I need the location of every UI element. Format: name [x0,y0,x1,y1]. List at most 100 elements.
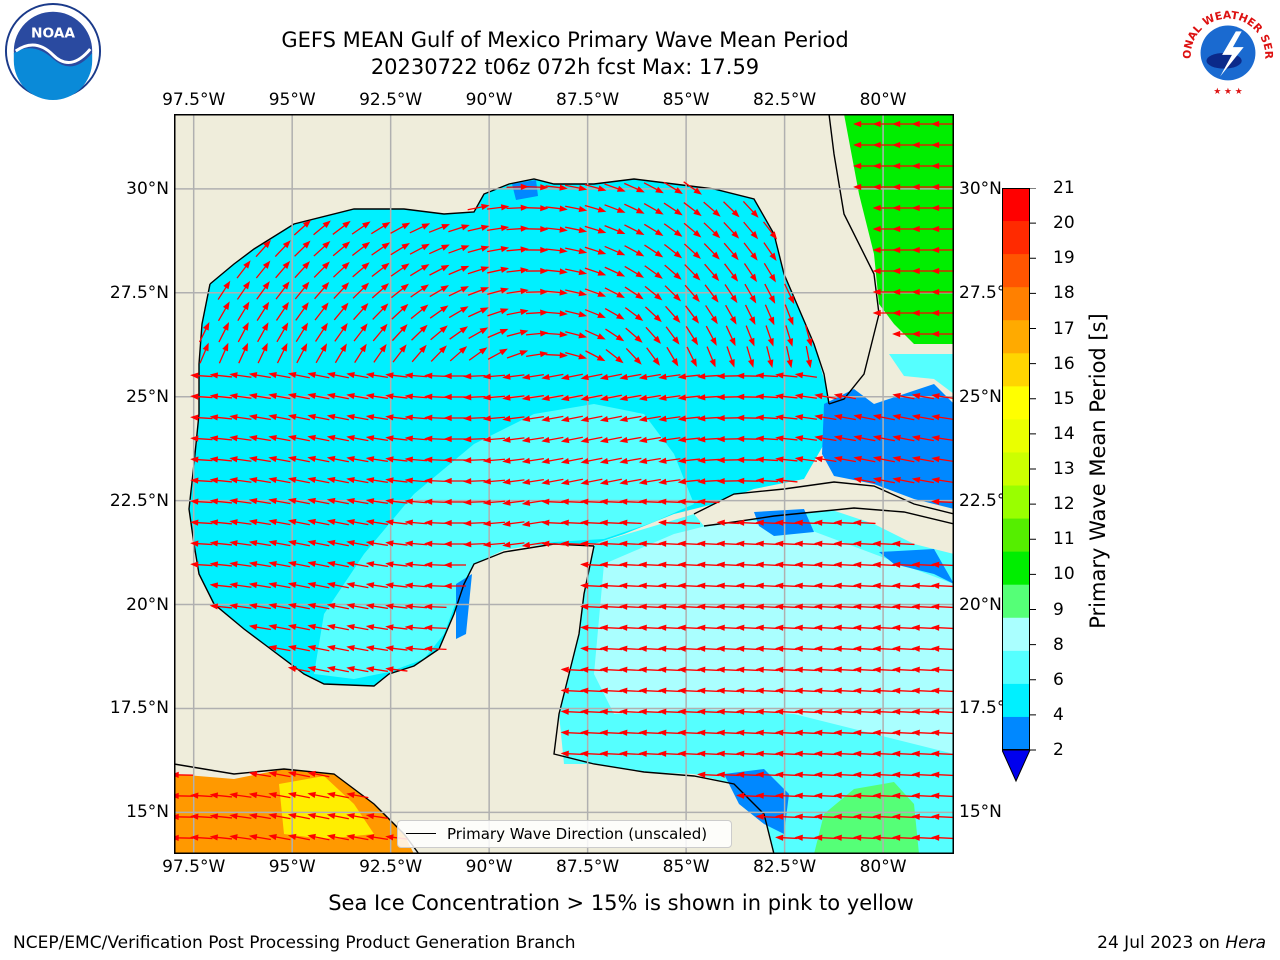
wave-arrow-head [872,834,881,841]
wave-arrow-head [268,413,277,421]
wave-arrow-head [190,498,199,505]
wave-arrow-head [307,539,316,547]
wave-arrow-head [580,457,589,465]
wave-arrow-head [268,434,277,442]
wave-arrow-head [872,434,882,442]
wave-arrow-head [365,624,375,631]
wave-arrow-head [326,392,336,400]
wave-arrow-head [381,221,391,229]
wave-arrow-head [326,413,336,421]
wave-arrow-head [287,392,297,400]
colorbar-segment [1002,188,1030,222]
wave-arrow-head [931,246,940,254]
wave-arrow-head [911,729,920,736]
wave-arrow-head [619,519,628,526]
wave-arrow-head [248,792,258,799]
wave-arrow-head [404,624,413,631]
wave-arrow-head [361,282,370,291]
wave-arrow-head [209,582,219,589]
wave-arrow-head [853,792,862,799]
wave-arrow-head [385,498,394,505]
wave-arrow-head [424,582,433,589]
colorbar-tick-label: 18 [1053,283,1075,304]
wave-arrow-head [443,498,452,506]
wave-arrow-head [365,519,375,526]
wave-arrow-head [302,261,311,270]
wave-arrow-head [833,540,842,547]
wave-arrow-head [580,729,589,736]
wave-arrow-head [424,540,433,547]
wave-arrow-head [677,603,686,610]
wave-arrow-head [599,687,608,694]
wave-arrow-head [268,623,277,631]
wave-arrow-head [520,267,529,274]
wave-arrow-head [853,645,862,652]
wave-arrow-head [931,330,940,338]
wave-arrow-head [322,220,331,229]
wave-arrow-head [775,834,784,841]
wave-arrow-head [697,666,706,673]
wave-arrow-head [480,245,490,252]
wave-arrow-head [463,478,472,485]
wave-arrow-head [341,282,350,291]
wave-arrow-head [599,561,608,568]
wave-arrow-head [559,226,568,233]
wave-arrow-head [229,372,238,379]
wave-arrow-head [658,436,667,443]
wave-arrow-head [342,241,351,249]
wave-arrow-head [385,834,394,841]
wave-arrow-head [728,358,735,368]
wave-arrow-head [697,624,706,631]
wave-arrow-head [911,603,920,610]
wave-arrow-head [911,666,920,673]
wave-arrow-head [519,350,529,357]
wave-arrow-head [853,687,862,694]
wave-arrow-head [814,687,823,694]
wave-arrow-head [460,286,470,293]
wave-arrow-head [580,498,589,505]
colorbar-tick-label: 9 [1053,599,1064,620]
wave-arrow-head [385,456,394,463]
wave-arrow-head [911,771,920,778]
wave-arrow-head [404,561,413,568]
wave-arrow-head [755,519,764,526]
wave-arrow-head [580,708,589,715]
wave-arrow-head [381,262,390,271]
wave-arrow-head [750,252,758,261]
wave-arrow-head [268,497,277,505]
wave-arrow-head [736,792,745,799]
wave-arrow-head [638,729,647,736]
wave-arrow-head [541,519,550,526]
wave-arrow-head [578,332,587,339]
lon-label-bottom: 90°W [465,857,513,877]
wave-arrow-head [872,708,881,715]
wave-arrow-head [365,582,375,589]
wave-arrow-head [634,335,643,343]
wave-arrow-head [711,251,720,260]
wave-arrow-head [346,539,355,547]
wave-arrow-head [541,457,550,465]
wave-arrow-head [443,456,452,464]
lat-label-left: 15°N [126,802,169,823]
wave-arrow-head [716,708,725,715]
wave-arrow-head [281,343,288,352]
wave-arrow-head [931,645,940,652]
wave-arrow-head [599,394,609,402]
atlantic-water-light [889,354,954,394]
wave-arrow-head [911,834,920,841]
wave-arrow-head [287,371,297,379]
wave-arrow-head [307,581,316,589]
wave-arrow-head [769,231,778,240]
wave-arrow-head [307,413,316,421]
wave-arrow-head [248,582,258,589]
wave-arrow-head [482,457,491,464]
wave-arrow-head [287,623,297,631]
lat-label-left: 30°N [126,178,169,199]
wave-arrow-head [711,294,719,303]
wave-arrow-head [540,309,549,316]
wave-arrow-head [321,261,330,270]
wave-arrow-head [559,247,568,254]
wave-arrow-head [365,498,375,505]
wave-arrow-head [736,708,745,715]
wave-arrow-head [541,373,550,381]
